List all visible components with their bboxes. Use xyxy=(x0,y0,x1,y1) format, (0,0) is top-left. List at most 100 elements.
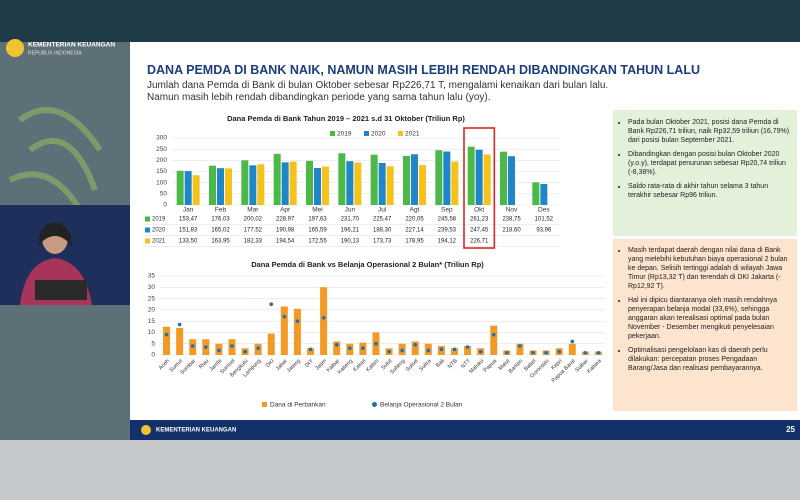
dot xyxy=(282,314,287,319)
table-cell: 133,50 xyxy=(179,239,198,245)
bar xyxy=(306,160,313,205)
x-tick-label: Agt xyxy=(410,207,420,214)
highlight-list: Pada bulan Oktober 2021, posisi dana Pem… xyxy=(616,118,792,200)
dot xyxy=(400,348,404,353)
bar xyxy=(475,149,483,205)
bar xyxy=(354,162,362,205)
dot xyxy=(491,332,496,337)
bar xyxy=(241,160,249,205)
table-cell: 178,95 xyxy=(405,239,424,245)
table-cell: 239,53 xyxy=(438,228,457,234)
dot xyxy=(544,350,548,355)
dot xyxy=(557,349,561,354)
dot xyxy=(295,319,300,323)
table-cell: 226,71 xyxy=(470,239,489,245)
table-cell: 182,33 xyxy=(244,239,263,245)
bar xyxy=(490,325,498,355)
legend-swatch xyxy=(372,402,377,407)
bar xyxy=(467,146,475,205)
dot xyxy=(361,346,365,351)
bar xyxy=(333,341,341,355)
dot xyxy=(465,345,470,349)
dot xyxy=(452,347,457,352)
bar xyxy=(443,151,451,205)
x-tick-label: DIY xyxy=(304,358,315,369)
x-tick-label: Jul xyxy=(378,207,387,214)
dot xyxy=(334,343,339,347)
y-tick-label: 20 xyxy=(148,307,156,314)
y-tick-label: 5 xyxy=(151,340,155,347)
floor xyxy=(0,440,800,500)
dot xyxy=(583,350,588,355)
table-row-label: 2019 xyxy=(152,217,166,223)
footer-logo xyxy=(141,425,151,435)
bar xyxy=(267,333,275,355)
legend-swatch xyxy=(330,131,335,136)
highlight-box xyxy=(613,110,797,236)
table-row-label: 2021 xyxy=(152,239,166,245)
table-cell: 165,59 xyxy=(308,228,327,234)
legend-label: 2019 xyxy=(337,131,352,138)
dot xyxy=(308,347,313,352)
table-cell: 245,58 xyxy=(438,217,457,223)
dot xyxy=(164,332,169,337)
dot xyxy=(478,349,483,354)
table-cell: 197,63 xyxy=(308,217,327,223)
dot xyxy=(439,347,444,352)
logo xyxy=(6,39,24,57)
x-tick-label: Des xyxy=(538,207,550,214)
org-country: REPUBLIK INDONESIA xyxy=(28,50,82,56)
bar xyxy=(184,171,192,205)
bar xyxy=(192,175,200,205)
dot xyxy=(426,348,431,353)
slide-subtitle: Jumlah dana Pemda di Bank di bulan Oktob… xyxy=(147,80,609,103)
bullet: Saldo rata-rata di akhir tahun selama 3 … xyxy=(628,182,792,200)
dot xyxy=(518,344,522,348)
legend-swatch xyxy=(398,131,403,136)
x-tick-label: Okt xyxy=(474,207,484,214)
top-band xyxy=(0,0,800,42)
dot xyxy=(596,350,601,355)
bullet: Pada bulan Oktober 2021, posisi dana Pem… xyxy=(628,118,792,145)
dot xyxy=(347,346,352,351)
bar xyxy=(249,165,257,205)
x-tick-label: Bali xyxy=(435,358,446,369)
y-tick-label: 250 xyxy=(156,146,167,153)
bar xyxy=(419,165,426,205)
bullet: Optimalisasi pengelolaan kas di daerah p… xyxy=(628,346,792,373)
x-tick-label: Feb xyxy=(215,207,227,214)
y-tick-label: 0 xyxy=(163,202,167,209)
bar xyxy=(500,151,507,205)
table-cell: 190,98 xyxy=(276,228,295,234)
legend-label: 2020 xyxy=(371,131,386,138)
dot xyxy=(190,344,195,348)
bar xyxy=(346,161,354,205)
table-swatch xyxy=(145,227,150,233)
bar xyxy=(568,343,576,355)
bullet: Dibandingkan dengan posisi bulan Oktober… xyxy=(628,150,792,177)
bar xyxy=(322,166,329,205)
table-cell: 176,03 xyxy=(211,217,230,223)
table-cell: 200,02 xyxy=(244,217,263,223)
legend-label: Dana di Perbankan xyxy=(270,402,326,409)
legend-label: 2021 xyxy=(405,131,420,138)
y-tick-label: 0 xyxy=(151,352,155,359)
bar xyxy=(435,150,443,205)
org-name: KEMENTERIAN KEUANGAN xyxy=(28,42,115,49)
bullet: Masih terdapat daerah dengan nilai dana … xyxy=(628,246,792,291)
notes: Masih terdapat daerah dengan nilai dana … xyxy=(616,246,792,378)
chart-title: Dana Pemda di Bank vs Belanja Operasiona… xyxy=(251,260,484,269)
bar xyxy=(483,154,491,205)
bar xyxy=(451,161,459,205)
table-cell: 194,54 xyxy=(276,239,295,245)
dot xyxy=(531,350,535,355)
table-cell: 151,83 xyxy=(179,228,198,234)
bar xyxy=(217,168,224,205)
dot xyxy=(243,349,247,354)
x-tick-label: Mei xyxy=(312,207,322,214)
bar xyxy=(273,153,281,205)
table-cell: 165,02 xyxy=(211,228,230,234)
table-cell: 220,05 xyxy=(405,217,424,223)
bar xyxy=(293,308,301,355)
bar xyxy=(289,161,297,205)
